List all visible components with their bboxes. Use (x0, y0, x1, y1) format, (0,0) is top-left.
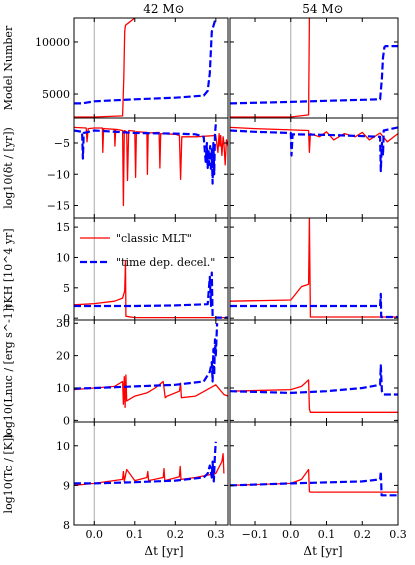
series-line-classic-mlt (74, 259, 228, 319)
y-tick-label: 30 (56, 317, 70, 330)
x-tick-label: 0.1 (318, 528, 336, 541)
panel-model-number-54 (229, 17, 399, 119)
series-line-classic-mlt (230, 218, 398, 318)
y-axis-label: Model Number (2, 25, 15, 110)
y-tick-label: 8 (63, 519, 70, 532)
panel-tc-42: 0.0 0.1 0.2 0.3 8 9 10 log10(Tc / [K]) (2, 421, 229, 541)
legend-label: "classic MLT" (116, 232, 192, 245)
series-line-classic-mlt (74, 453, 225, 487)
axes-frame (73, 319, 229, 423)
series-line-time-dep-decel (74, 323, 219, 390)
y-tick-label: −10 (47, 168, 70, 181)
panel-tau-kh-42: 0 5 10 15 τKH [10^4 yr] (2, 217, 229, 325)
x-tick-label: 0.0 (282, 528, 300, 541)
axes-frame (229, 319, 399, 423)
series-line-classic-mlt (74, 18, 136, 118)
x-axis-label-left: Δt [yr] (144, 544, 183, 558)
legend: "classic MLT" "time dep. decel." (80, 232, 215, 269)
series-line-classic-mlt (74, 374, 228, 409)
x-tick-label: −0.1 (242, 528, 269, 541)
axes-frame (229, 117, 399, 219)
panels: 5000 10000 Model Number −15 −10 −5 log10(δt / … (2, 17, 407, 541)
y-axis-label: τKH [10^4 yr] (2, 228, 15, 309)
axes-frame (229, 217, 399, 321)
x-tick-label: 0.3 (389, 528, 407, 541)
series-line-time-dep-decel (74, 124, 217, 185)
y-tick-label: 0 (63, 312, 70, 325)
y-axis-label: log10(Lnuc / [erg s^-1]) (2, 304, 15, 439)
y-tick-label: 5000 (42, 88, 70, 101)
series-line-time-dep-decel (230, 364, 398, 396)
series-line-time-dep-decel (230, 44, 398, 105)
panel-tau-kh-54 (229, 217, 399, 321)
series-line-classic-mlt (230, 379, 398, 413)
y-tick-label: 10000 (35, 36, 70, 49)
x-axis-label-right: Δt [yr] (303, 544, 342, 558)
panel-lnuc-42: 0 10 20 30 log10(Lnuc / [erg s^-1]) (2, 304, 229, 439)
y-tick-label: 5 (63, 282, 70, 295)
axes-frame (73, 17, 229, 119)
y-axis-label: log10(δt / [yr]) (2, 127, 15, 209)
series-line-time-dep-decel (230, 470, 398, 497)
x-tick-label: 0.3 (207, 528, 225, 541)
x-tick-label: 0.1 (126, 528, 144, 541)
panel-timestep-54 (229, 117, 399, 219)
panel-tc-54: −0.1 0.0 0.1 0.2 0.3 (229, 421, 407, 541)
series-line-classic-mlt (74, 126, 228, 207)
x-tick-label: 0.2 (167, 528, 185, 541)
y-axis-label: log10(Tc / [K]) (2, 434, 15, 514)
panel-timestep-42: −15 −10 −5 log10(δt / [yr]) (2, 117, 229, 219)
axes-frame (229, 421, 399, 526)
column-title-54: 54 M⊙ (302, 2, 343, 16)
x-tick-label: 0.0 (86, 528, 104, 541)
panel-model-number-42: 5000 10000 Model Number (2, 17, 229, 119)
axes-frame (73, 421, 229, 526)
y-tick-label: 10 (56, 251, 70, 264)
column-title-42: 42 M⊙ (143, 2, 184, 16)
y-tick-label: 15 (56, 221, 70, 234)
series-line-classic-mlt (230, 18, 311, 118)
y-tick-label: −15 (47, 200, 70, 213)
legend-label: "time dep. decel." (116, 256, 215, 269)
x-tick-label: 0.2 (354, 528, 372, 541)
y-tick-label: 0 (63, 414, 70, 427)
series-line-time-dep-decel (74, 441, 217, 485)
y-tick-label: 10 (56, 382, 70, 395)
y-tick-label: 10 (56, 440, 70, 453)
y-tick-label: 20 (56, 350, 70, 363)
series-line-time-dep-decel (230, 126, 398, 173)
y-tick-label: 9 (63, 479, 70, 492)
panel-lnuc-54 (229, 319, 399, 423)
y-tick-label: −5 (54, 137, 70, 150)
series-line-time-dep-decel (74, 271, 228, 319)
series-line-time-dep-decel (230, 292, 398, 319)
series-line-time-dep-decel (74, 18, 217, 105)
